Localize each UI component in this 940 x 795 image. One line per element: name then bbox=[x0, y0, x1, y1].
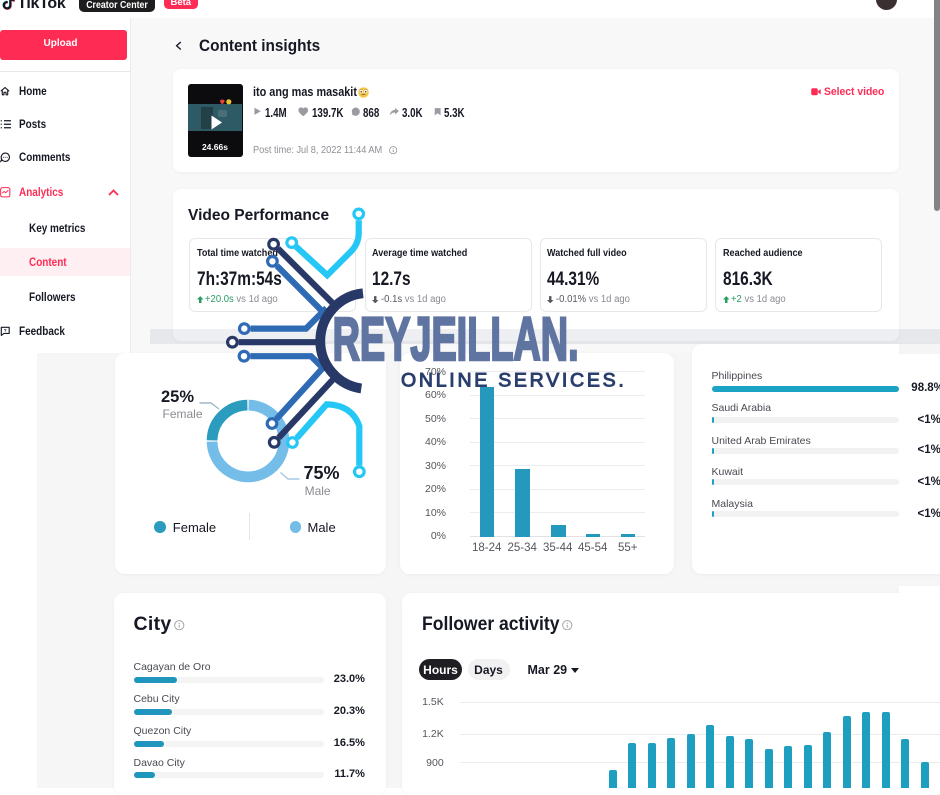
svg-text:ONLINE SERVICES.: ONLINE SERVICES. bbox=[401, 370, 627, 392]
svg-text:?: ? bbox=[4, 328, 7, 334]
svg-text:REYJEILLAN.: REYJEILLAN. bbox=[333, 305, 579, 373]
